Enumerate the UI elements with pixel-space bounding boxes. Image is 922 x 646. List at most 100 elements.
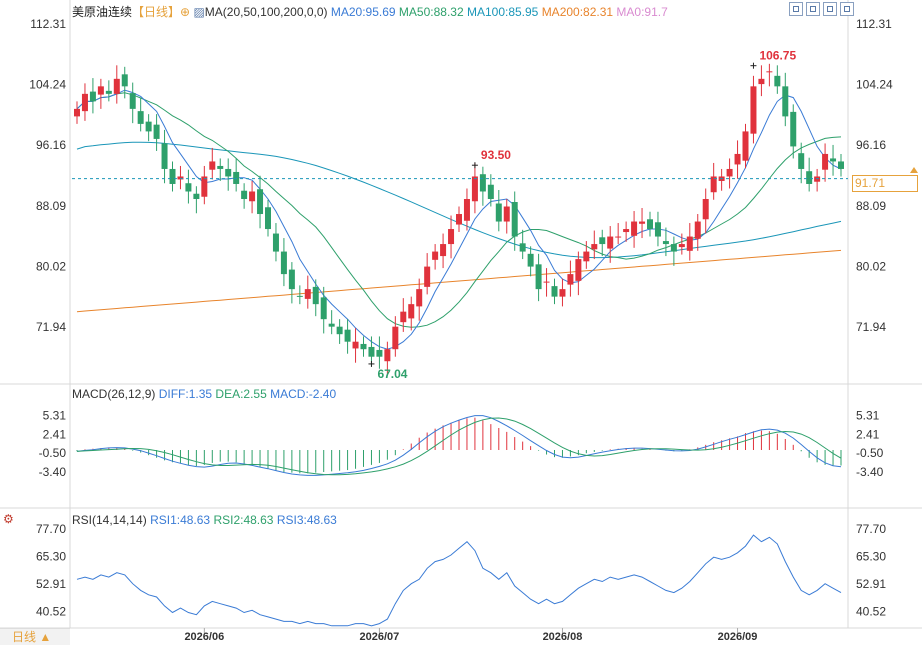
candle-body-71: [639, 221, 646, 224]
candle-body-39: [384, 349, 391, 362]
candle-body-66: [599, 237, 606, 245]
candle-body-63: [575, 259, 582, 281]
chart-type-icon[interactable]: ▨: [193, 5, 205, 19]
rsi-tick-right-2: 52.91: [856, 577, 886, 591]
annotation-label-0: 106.75: [759, 49, 796, 63]
macd-diff-line: [76, 415, 842, 476]
price-marker-icon: [910, 167, 918, 173]
period-selector-button[interactable]: 日线 ▲: [0, 628, 70, 645]
ma-value-1: MA50:88.32: [398, 5, 467, 19]
candle-body-69: [623, 229, 630, 233]
candle-body-8: [137, 111, 144, 124]
candle-body-57: [527, 253, 534, 267]
rsi-tick-right-0: 77.70: [856, 522, 886, 536]
candle-body-15: [193, 193, 200, 199]
candle-body-37: [368, 346, 375, 357]
candle-body-92: [806, 171, 813, 184]
candle-body-53: [495, 203, 502, 222]
candle-body-55: [511, 202, 518, 237]
candle-body-56: [519, 243, 526, 252]
current-price-tag: 91.71: [852, 175, 918, 192]
price-tick-left-3: 88.09: [36, 199, 66, 213]
candle-body-79: [702, 199, 709, 220]
candle-body-75: [670, 244, 677, 252]
candle-body-64: [583, 251, 590, 262]
candle-body-62: [567, 274, 574, 285]
zoom-out-icon[interactable]: [806, 2, 820, 16]
candle-body-73: [654, 222, 661, 237]
price-tick-right-4: 80.02: [856, 259, 886, 273]
x-label-3: 2026/09: [718, 631, 758, 643]
candle-body-7: [129, 93, 136, 109]
instrument-title: 美原油连续: [72, 5, 133, 19]
period-label[interactable]: 【日线】: [132, 5, 181, 19]
candle-body-46: [440, 244, 447, 257]
settings-icon[interactable]: ⚙: [3, 512, 14, 526]
candle-body-58: [535, 264, 542, 290]
price-tick-right-5: 71.94: [856, 320, 886, 334]
rsi-value-1: RSI2:48.63: [213, 513, 277, 527]
price-tick-left-2: 96.16: [36, 138, 66, 152]
candle-body-29: [304, 289, 311, 299]
ma200-line: [76, 249, 842, 313]
macd-tick-left-1: 2.41: [43, 427, 67, 441]
ma-value-3: MA200:82.31: [541, 5, 617, 19]
macd-tick-right-2: -0.50: [856, 446, 884, 460]
ma-values: MA20:95.69 MA50:88.32 MA100:85.95 MA200:…: [331, 5, 668, 19]
candle-body-23: [257, 189, 264, 215]
macd-value-2: MACD:-2.40: [270, 387, 337, 401]
fit-icon[interactable]: [823, 2, 837, 16]
candle-body-21: [241, 190, 248, 199]
candle-body-74: [662, 241, 669, 245]
candle-body-0: [74, 108, 80, 117]
rsi-tick-right-3: 40.52: [856, 604, 886, 618]
macd-tick-right-1: 2.41: [856, 427, 880, 441]
ma-value-2: MA100:85.95: [466, 5, 542, 19]
candle-body-67: [607, 236, 614, 249]
chevron-circle-icon[interactable]: ⊕: [180, 5, 191, 19]
candle-body-95: [830, 158, 837, 162]
macd-value-0: DIFF:1.35: [158, 387, 216, 401]
price-tick-right-3: 88.09: [856, 199, 886, 213]
candle-body-17: [209, 161, 216, 170]
candle-body-22: [249, 191, 256, 202]
candle-body-87: [766, 71, 773, 73]
zoom-in-icon[interactable]: [789, 2, 803, 16]
x-label-0: 2026/06: [184, 631, 224, 643]
x-label-1: 2026/07: [360, 631, 400, 643]
candle-body-51: [479, 174, 486, 192]
candle-body-40: [392, 326, 399, 350]
candle-body-47: [448, 229, 455, 245]
candle-body-77: [686, 236, 693, 251]
candle-body-91: [798, 153, 805, 169]
macd-tick-right-0: 5.31: [856, 409, 880, 423]
macd-values: DIFF:1.35 DEA:2.55 MACD:-2.40: [159, 387, 336, 401]
candle-body-59: [543, 281, 550, 283]
candle-body-61: [559, 289, 566, 297]
rsi-values: RSI1:48.63 RSI2:48.63 RSI3:48.63: [150, 513, 337, 527]
price-tick-left-0: 112.31: [30, 17, 66, 31]
chart-toolbar: [789, 2, 854, 16]
candle-body-16: [201, 176, 208, 197]
candle-body-5: [113, 78, 120, 94]
candle-body-76: [678, 244, 685, 248]
candle-body-45: [432, 251, 439, 260]
candle-body-43: [416, 289, 423, 307]
candle-body-27: [288, 269, 295, 290]
rsi-line: [76, 534, 842, 627]
macd-header: MACD(26,12,9) DIFF:1.35 DEA:2.55 MACD:-2…: [72, 387, 336, 401]
candle-body-26: [280, 251, 287, 275]
price-tick-right-0: 112.31: [856, 17, 892, 31]
candle-body-54: [503, 206, 510, 222]
candle-body-85: [750, 86, 757, 134]
price-tick-left-1: 104.24: [29, 78, 66, 92]
fullscreen-icon[interactable]: [840, 2, 854, 16]
x-label-2: 2026/08: [543, 631, 583, 643]
macd-tick-right-3: -3.40: [856, 465, 884, 479]
candle-body-12: [169, 168, 176, 184]
candle-body-14: [185, 183, 192, 192]
candle-body-36: [360, 343, 367, 350]
candle-body-18: [217, 165, 224, 169]
candle-body-70: [631, 221, 638, 236]
